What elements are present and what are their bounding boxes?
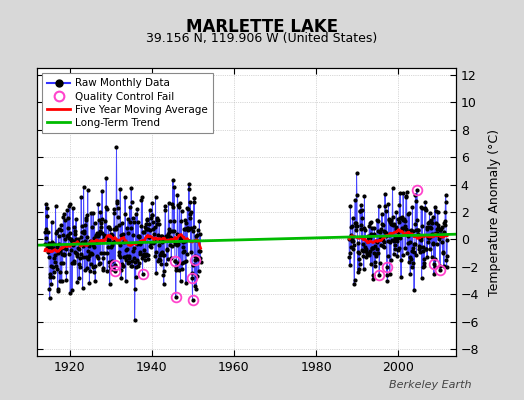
Legend: Raw Monthly Data, Quality Control Fail, Five Year Moving Average, Long-Term Tren: Raw Monthly Data, Quality Control Fail, … — [42, 73, 213, 133]
Text: Berkeley Earth: Berkeley Earth — [389, 380, 472, 390]
Y-axis label: Temperature Anomaly (°C): Temperature Anomaly (°C) — [487, 128, 500, 296]
Text: 39.156 N, 119.906 W (United States): 39.156 N, 119.906 W (United States) — [146, 32, 378, 45]
Text: MARLETTE LAKE: MARLETTE LAKE — [186, 18, 338, 36]
